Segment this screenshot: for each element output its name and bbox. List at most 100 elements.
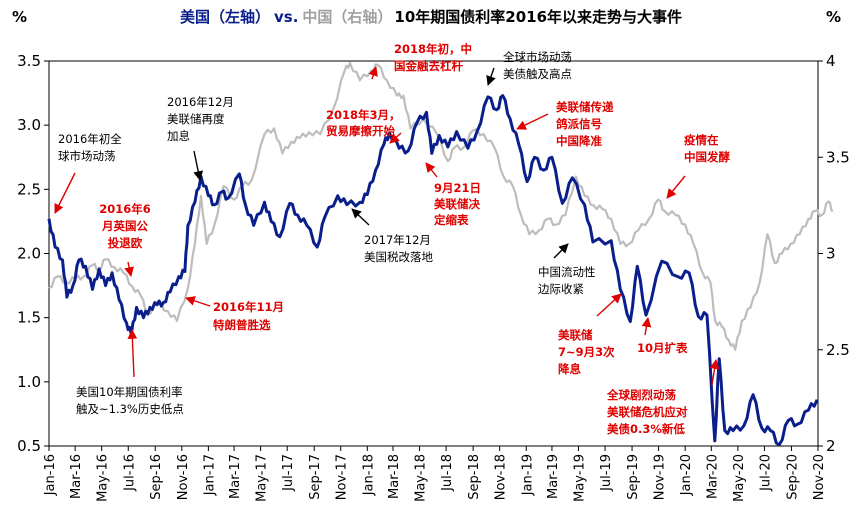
annotation-line: 贸易摩擦开始	[326, 124, 395, 138]
annotation-a6: 2017年12月美国税改落地	[364, 233, 433, 264]
x-tick-label: Mar-17	[228, 454, 243, 499]
x-tick-label: Sep-19	[626, 454, 641, 500]
annotation-arrows	[54, 66, 720, 386]
x-tick-label: Jul-19	[599, 454, 614, 492]
x-tick-label: Nov-16	[176, 454, 191, 500]
annotation-a8: 2018年3月， 贸易摩擦开始	[326, 108, 401, 138]
x-tick-label: May-16	[96, 454, 111, 502]
annotation-arrow	[709, 359, 720, 386]
annotation-a11: 美联储传递鸽派信号中国降准	[556, 100, 614, 148]
annotation-line: 9月21日	[434, 181, 481, 195]
x-tick-label: Mar-20	[705, 454, 720, 499]
annotation-line: 美联储传递	[556, 100, 614, 114]
title-us-part: 美国（左轴）	[180, 8, 270, 26]
annotation-line: 2016年11月	[213, 300, 284, 314]
annotation-line: 7~9月3次	[558, 345, 615, 359]
annotation-arrow	[389, 132, 402, 144]
annotation-line: 2016年12月	[167, 95, 234, 109]
annotation-arrow	[127, 329, 138, 378]
annotation-line: 中国发酵	[684, 150, 730, 164]
title-vs-part: vs.	[274, 8, 298, 26]
annotation-line: 美国10年期国债利率	[76, 385, 183, 399]
annotation-line: 美债触及高点	[503, 67, 572, 81]
right-tick-label: 2	[826, 437, 836, 455]
chart-title: 美国（左轴） vs. 中国（右轴） 10年期国债利率2016年以来走势与大事件	[180, 8, 682, 26]
annotation-line: 2016年初全	[58, 132, 122, 146]
annotation-line: 疫情在	[684, 133, 719, 147]
x-tick-label: Nov-19	[653, 454, 668, 500]
left-tick-label: 1.5	[17, 309, 41, 327]
annotation-line: 2018年3月，	[326, 108, 401, 122]
right-tick-label: 2.5	[826, 341, 850, 359]
x-tick-label: Sep-20	[785, 454, 800, 500]
annotation-arrow	[641, 317, 652, 336]
annotation-a9: 9月21日美联储决定缩表	[434, 181, 481, 227]
annotation-arrow	[486, 67, 496, 86]
annotation-arrow	[54, 172, 76, 214]
annotation-a14: 10月扩表	[637, 341, 688, 355]
annotation-line: 全球剧烈动荡	[606, 388, 676, 402]
annotation-line: 2017年12月	[364, 233, 431, 247]
annotation-arrow	[124, 261, 134, 277]
annotation-arrow	[666, 175, 686, 199]
title-cn-part: 中国（右轴）	[302, 8, 392, 26]
left-axis-unit: %	[12, 8, 27, 26]
annotation-line: 投退欧	[108, 236, 143, 250]
annotation-line: 美债0.3%新低	[607, 422, 685, 436]
annotation-a4: 2016年11月特朗普胜选	[213, 300, 284, 332]
annotation-line: 美联储	[558, 328, 593, 342]
x-tick-label: Nov-20	[812, 454, 827, 500]
annotation-a12: 中国流动性边际收紧	[538, 265, 596, 296]
annotation-line: 中国降准	[556, 134, 602, 148]
right-tick-label: 3.5	[826, 148, 850, 166]
annotation-arrow	[425, 162, 438, 178]
x-tick-label: Jul-18	[440, 454, 455, 492]
x-tick-label: Sep-18	[467, 454, 482, 500]
annotation-arrow	[368, 66, 378, 80]
left-tick-label: 0.5	[17, 437, 41, 455]
annotation-line: 美联储决	[434, 197, 480, 211]
x-tick-label: Jan-16	[43, 454, 58, 496]
x-tick-label: Sep-16	[149, 454, 164, 500]
annotation-line: 特朗普胜选	[213, 318, 271, 332]
x-tick-label: Jul-20	[758, 454, 773, 492]
annotation-arrow	[351, 208, 370, 226]
annotations: 2016年初全球市场动荡 2016年6 月英国公投退欧美国10年期国债利率触及~1.…	[58, 42, 730, 436]
annotation-a13: 美联储 7~9月3次降息	[558, 328, 615, 376]
series-line-us	[47, 94, 819, 447]
annotation-arrow	[185, 296, 211, 307]
annotation-a3: 美国10年期国债利率触及~1.3%历史低点	[76, 385, 184, 416]
x-tick-label: Jan-17	[202, 454, 217, 496]
right-axis-unit: %	[826, 8, 841, 26]
annotation-arrow	[193, 150, 204, 181]
x-tick-label: Mar-16	[69, 454, 84, 499]
annotation-line: 触及~1.3%历史低点	[76, 402, 184, 416]
x-tick-label: May-20	[732, 454, 747, 502]
annotation-a2: 2016年6 月英国公投退欧	[99, 202, 151, 250]
series-layer	[47, 61, 834, 447]
left-tick-label: 2.5	[17, 180, 41, 198]
annotation-arrow	[553, 243, 569, 259]
annotation-a15: 疫情在中国发酵	[684, 133, 730, 164]
annotation-line: 美联储再度	[167, 112, 225, 126]
x-tick-label: Mar-19	[546, 454, 561, 499]
x-tick-label: Sep-17	[308, 454, 323, 500]
x-tick-label: Jul-17	[281, 454, 296, 492]
x-tick-label: Nov-18	[494, 454, 509, 500]
annotation-line: 美国税改落地	[364, 250, 433, 264]
annotation-line: 2018年初，中	[394, 42, 472, 56]
annotation-a16: 全球剧烈动荡美联储危机应对美债0.3%新低	[606, 388, 688, 436]
x-tick-label: Jan-20	[679, 454, 694, 496]
annotation-a5: 2016年12月美联储再度加息	[167, 95, 234, 143]
left-tick-label: 1.0	[17, 373, 41, 391]
annotation-arrow	[516, 113, 549, 130]
x-tick-label: May-19	[573, 454, 588, 502]
annotation-a1: 2016年初全球市场动荡	[58, 132, 122, 163]
x-tick-label: May-18	[414, 454, 429, 502]
left-tick-label: 3.0	[17, 116, 41, 134]
annotation-line: 鸽派信号	[556, 117, 602, 131]
left-tick-label: 3.5	[17, 52, 41, 70]
annotation-a10: 全球市场动荡美债触及高点	[503, 50, 572, 81]
x-tick-label: Nov-17	[335, 454, 350, 500]
annotation-line: 球市场动荡	[58, 149, 116, 163]
